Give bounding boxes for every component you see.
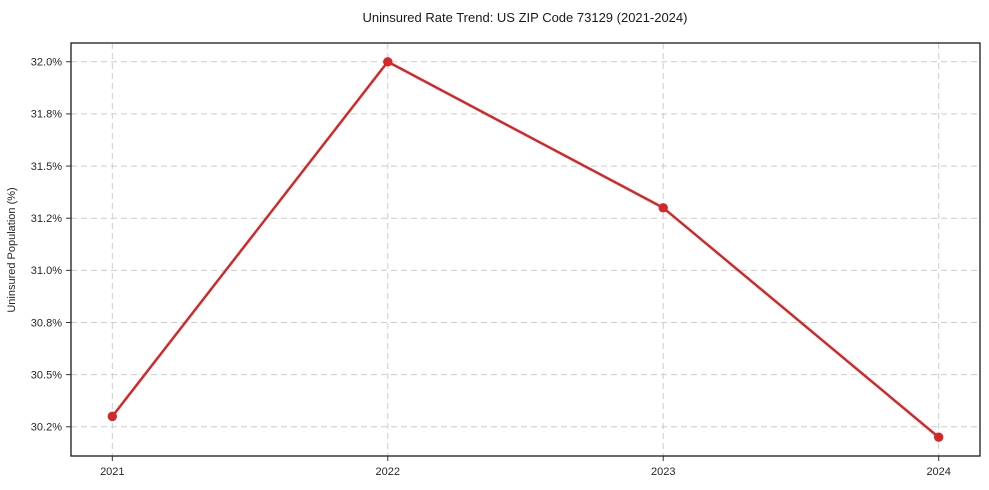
trend-line xyxy=(111,60,940,439)
data-point-2023 xyxy=(658,203,668,213)
plot-border xyxy=(70,42,981,457)
plot-background xyxy=(71,43,980,456)
x-tick-label: 2021 xyxy=(100,466,124,478)
y-tick-label: 31.5% xyxy=(31,161,62,173)
plot-area: 30.2% 30.5% 30.8% 31.0% 31.2% 31.5% 31.8% 32.0%… xyxy=(31,42,981,478)
y-axis-label: Uninsured Population (%) xyxy=(6,187,18,312)
data-point-2021 xyxy=(107,411,118,422)
y-tick-label: 31.8% xyxy=(31,109,62,121)
x-tick-label: 2024 xyxy=(926,466,950,478)
y-tick-label: 31.2% xyxy=(31,213,62,225)
chart-title: Uninsured Rate Trend: US ZIP Code 73129 … xyxy=(363,10,688,25)
y-tick-label: 31.0% xyxy=(31,265,62,277)
data-point-2022 xyxy=(383,57,393,67)
y-tick-label: 30.2% xyxy=(31,422,62,434)
data-point-2024 xyxy=(933,432,944,442)
x-tick-label: 2023 xyxy=(651,466,675,478)
y-tick-label: 32.0% xyxy=(31,57,62,69)
y-tick-label: 30.5% xyxy=(31,369,62,381)
y-tick-label: 30.8% xyxy=(31,317,62,329)
x-tick-label: 2022 xyxy=(376,466,400,478)
